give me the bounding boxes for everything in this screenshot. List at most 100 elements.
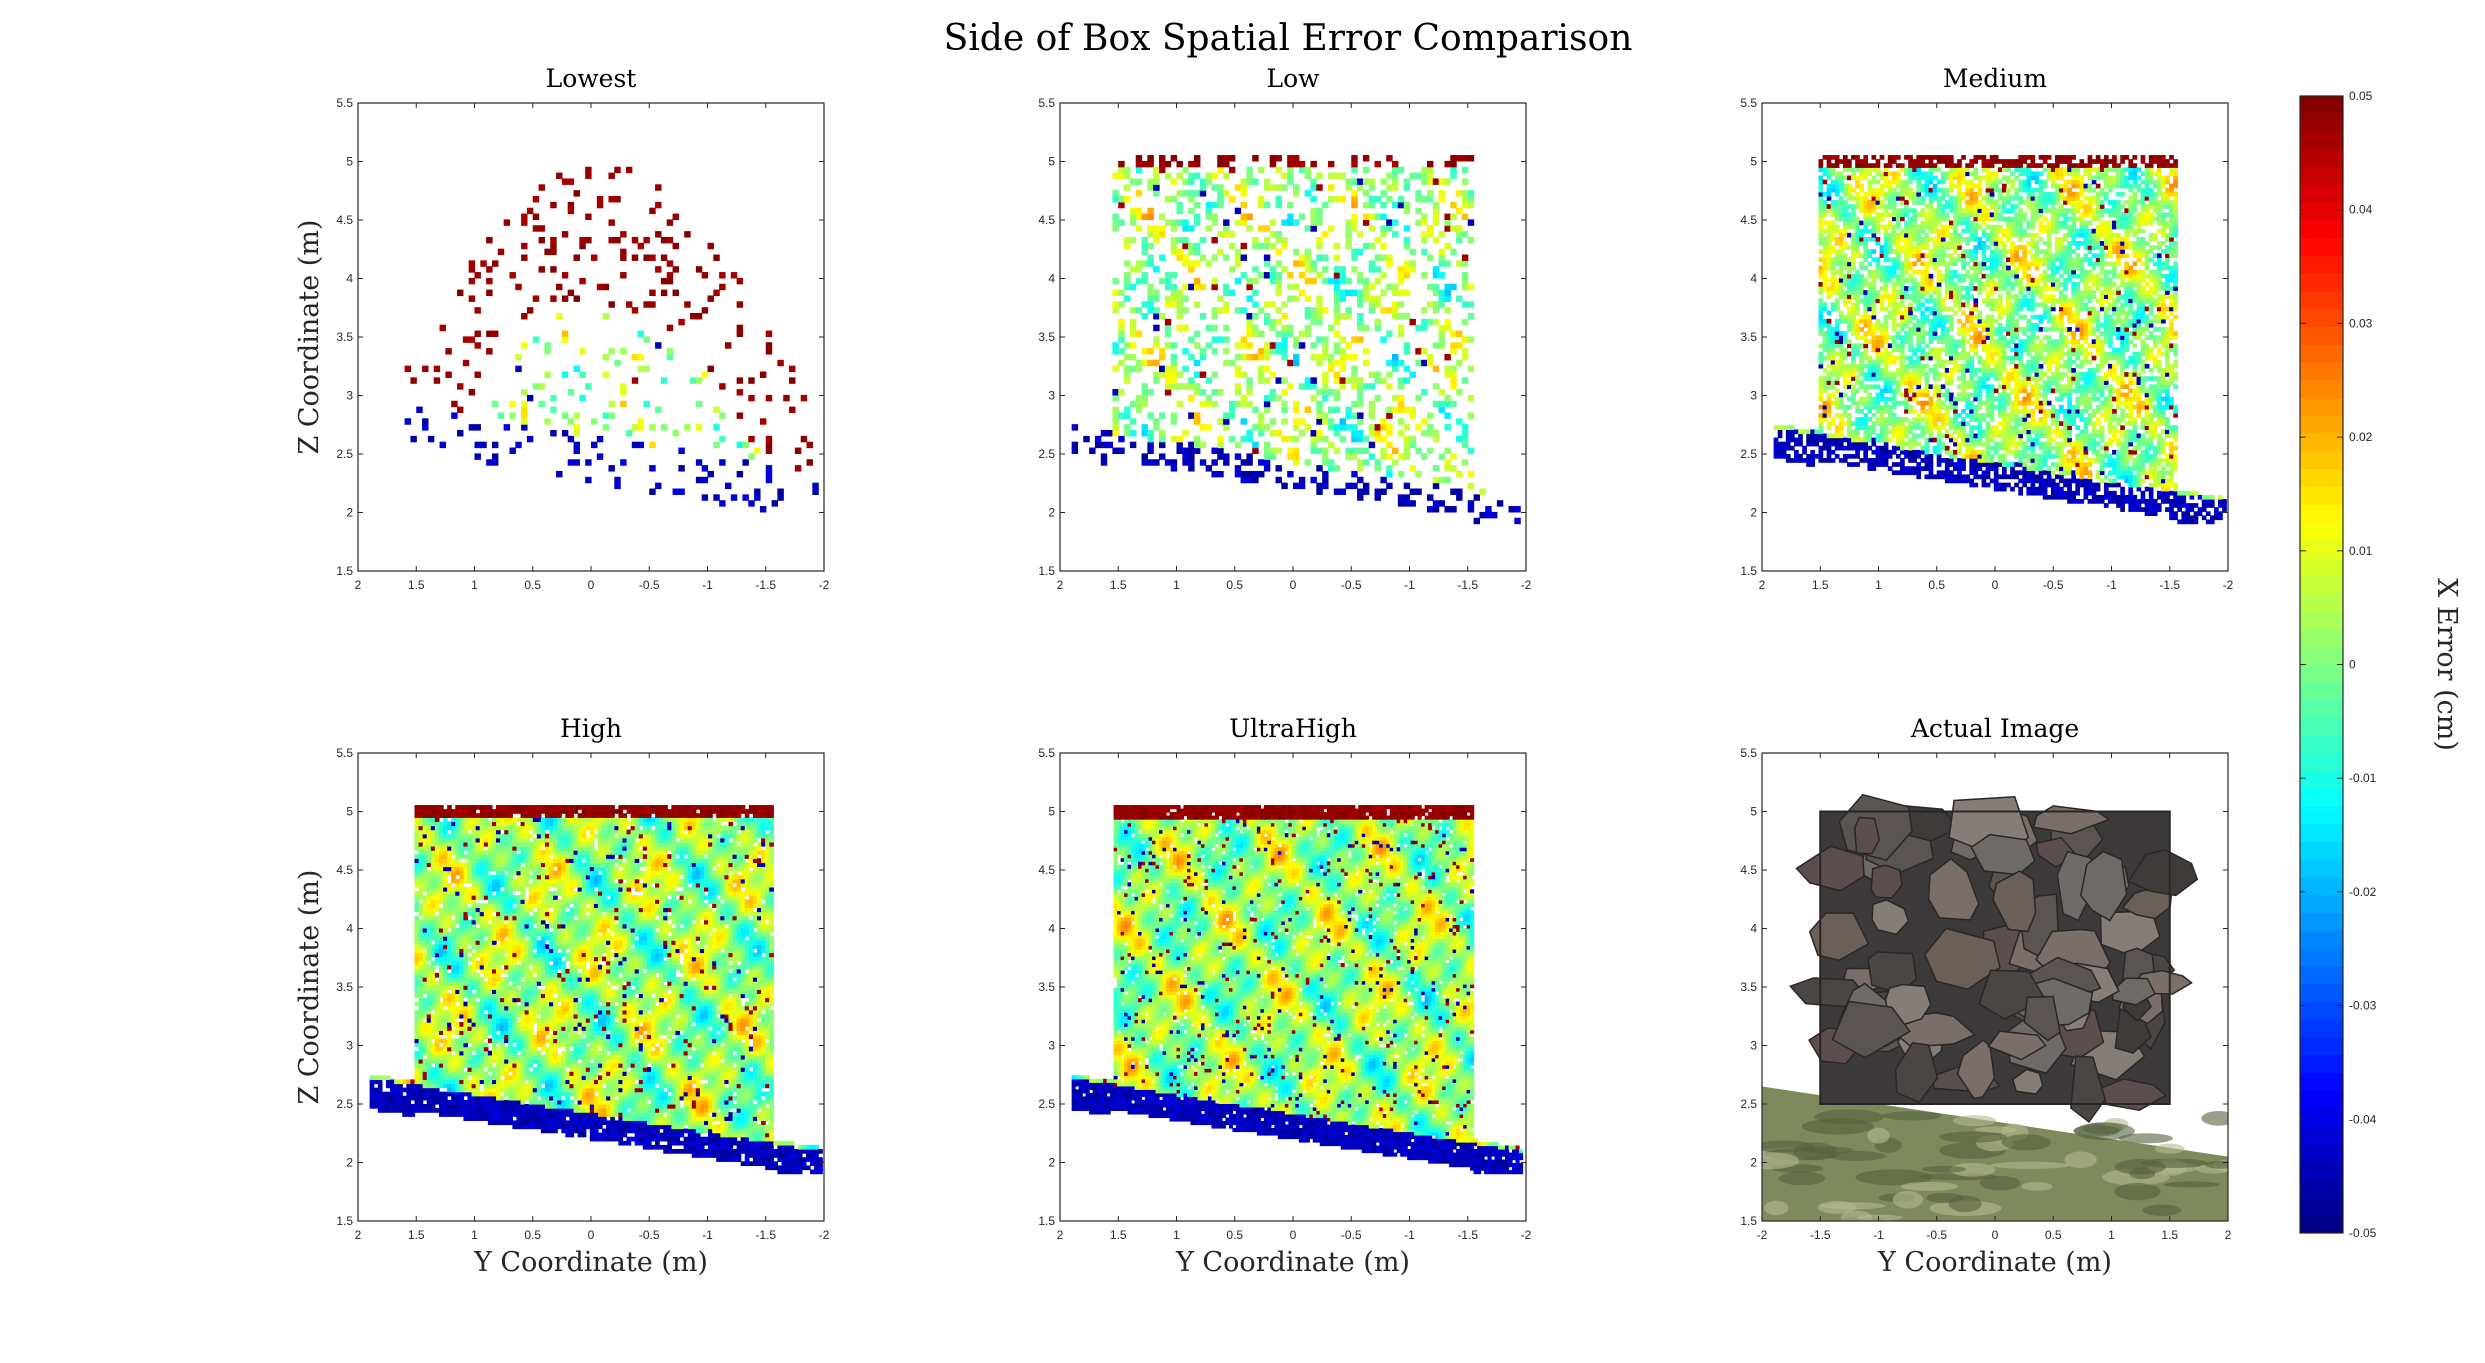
error-cell	[1916, 286, 1922, 291]
error-cell	[2038, 490, 2044, 496]
error-cell	[1900, 449, 1905, 455]
error-cell	[585, 383, 592, 390]
error-cell	[1333, 359, 1341, 367]
error-cell	[1147, 184, 1154, 191]
error-cell	[1908, 470, 1913, 476]
error-cell	[1322, 453, 1329, 460]
error-cell	[655, 482, 662, 490]
error-cell	[1822, 343, 1828, 349]
error-cell	[1240, 342, 1248, 349]
error-cell	[2006, 236, 2011, 242]
error-cell	[1989, 462, 1995, 467]
error-cell	[1847, 191, 1852, 197]
subplot-lowest: 2 1.5 1 0.5 0 -0.5 -1 -1.5 -21.522.533.544.555.5…	[294, 64, 830, 592]
error-cell	[1438, 289, 1446, 297]
error-cell	[1789, 437, 1795, 443]
error-cell	[1826, 437, 1832, 443]
error-cell	[1936, 277, 1942, 283]
error-cell	[1432, 506, 1440, 513]
error-cell	[2030, 462, 2036, 467]
error-cell	[1205, 377, 1213, 384]
error-cell	[2030, 449, 2036, 455]
error-cell	[765, 435, 773, 443]
error-cell	[1928, 200, 1934, 205]
error-cell	[1281, 435, 1288, 443]
error-cell	[1461, 213, 1469, 220]
error-cell	[1871, 367, 1877, 373]
error-cell	[1879, 216, 1885, 222]
error-cell	[1403, 377, 1411, 384]
error-cell	[1287, 160, 1294, 168]
error-cell	[1904, 187, 1909, 193]
error-cell	[1957, 286, 1962, 291]
error-cell	[1258, 430, 1265, 437]
error-cell	[1258, 196, 1265, 203]
error-cell	[567, 389, 575, 396]
error-cell	[1170, 289, 1178, 297]
error-cell	[1826, 421, 1832, 426]
error-cell	[2022, 200, 2028, 205]
error-cell	[1920, 163, 1926, 168]
error-cell	[1981, 441, 1987, 447]
error-cell	[1989, 224, 1995, 230]
error-cell	[1875, 421, 1881, 426]
error-cell	[1924, 220, 1930, 226]
error-cell	[1924, 314, 1930, 320]
error-cell	[1456, 494, 1463, 501]
error-cell	[1895, 384, 1901, 390]
error-cell	[1806, 462, 1811, 467]
error-cell	[1275, 196, 1282, 203]
error-cell	[2034, 261, 2040, 267]
error-cell	[1895, 429, 1901, 435]
error-cell	[1932, 167, 1938, 173]
error-cell	[1188, 412, 1195, 419]
error-cell	[2030, 261, 2036, 267]
error-cell	[1188, 260, 1195, 267]
error-cell	[1957, 159, 1962, 164]
error-cell	[2022, 343, 2028, 349]
error-cell	[1977, 236, 1983, 242]
error-cell	[1129, 219, 1137, 226]
error-cell	[1403, 453, 1411, 460]
error-cell	[2022, 253, 2028, 259]
error-cell	[1940, 470, 1946, 476]
error-cell	[1924, 441, 1930, 447]
error-cell	[2001, 367, 2007, 373]
error-cell	[2038, 392, 2044, 398]
error-cell	[1932, 331, 1938, 336]
error-cell	[1965, 183, 1970, 189]
error-cell	[2001, 265, 2007, 271]
error-cell	[2001, 175, 2007, 181]
error-cell	[2014, 449, 2019, 455]
error-cell	[1932, 355, 1938, 361]
error-cell	[1997, 421, 2003, 426]
error-cell	[1838, 265, 1844, 271]
error-cell	[1834, 306, 1840, 312]
error-cell	[1339, 196, 1347, 203]
error-cell	[2034, 208, 2040, 213]
error-cell	[2022, 331, 2028, 336]
error-cell	[1304, 383, 1312, 390]
error-cell	[515, 353, 522, 361]
error-cell	[1176, 313, 1183, 320]
error-cell	[1997, 413, 2003, 418]
error-cell	[1269, 160, 1277, 168]
error-cell	[1834, 339, 1840, 345]
error-cell	[1871, 208, 1877, 213]
error-cell	[1969, 273, 1975, 279]
error-cell	[1461, 201, 1469, 209]
error-cell	[503, 424, 511, 431]
error-cell	[1834, 404, 1840, 410]
error-cell	[1920, 220, 1926, 226]
error-cell	[1421, 453, 1428, 460]
error-cell	[1883, 359, 1889, 365]
error-cell	[1928, 453, 1934, 459]
error-cell	[1855, 351, 1860, 357]
error-cell	[1287, 383, 1294, 390]
error-cell	[1228, 412, 1236, 419]
error-cell	[1199, 313, 1207, 320]
error-cell	[1867, 236, 1873, 242]
error-cell	[1193, 447, 1201, 454]
error-cell	[1392, 359, 1399, 367]
error-cell	[1333, 430, 1341, 437]
